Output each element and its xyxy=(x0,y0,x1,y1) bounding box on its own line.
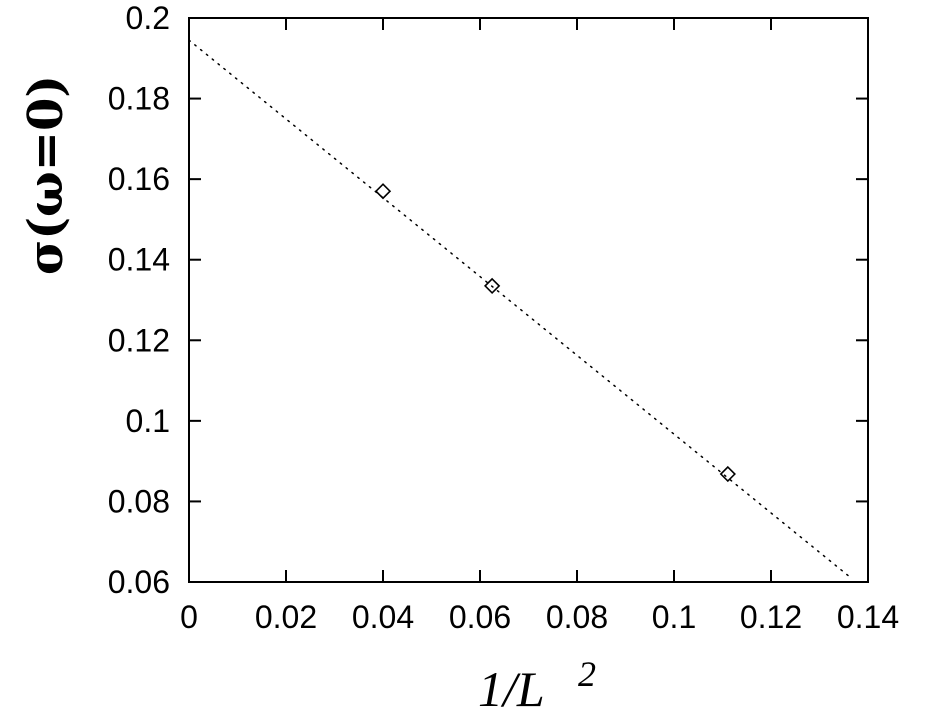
y-tick-label: 0.12 xyxy=(108,322,170,358)
y-tick-label: 0.08 xyxy=(108,483,170,519)
fit-line xyxy=(188,39,850,577)
x-tick-label: 0.02 xyxy=(255,599,317,635)
x-tick-label: 0.12 xyxy=(740,599,802,635)
x-tick-label: 0.1 xyxy=(652,599,696,635)
y-tick-label: 0.06 xyxy=(108,564,170,600)
data-points-layer xyxy=(374,183,736,483)
fit-line-layer xyxy=(188,39,850,577)
x-axis-label: 1/L xyxy=(478,661,545,717)
data-point xyxy=(374,183,392,200)
x-tick-label: 0.08 xyxy=(546,599,608,635)
x-tick-label: 0.04 xyxy=(352,599,414,635)
x-axis: 0 0.02 0.04 0.06 0.08 0.1 0.12 0.14 xyxy=(180,18,899,635)
x-axis-label-text: 1/L xyxy=(478,661,545,717)
y-tick-label: 0.18 xyxy=(108,81,170,117)
y-tick-label: 0.14 xyxy=(108,242,170,278)
plot-border xyxy=(188,17,869,583)
y-tick-label: 0.1 xyxy=(126,403,170,439)
y-tick-label: 0.16 xyxy=(108,161,170,197)
y-tick-label: 0.2 xyxy=(126,0,170,36)
x-axis-label-superscript: 2 xyxy=(578,654,596,694)
x-tick-label: 0.06 xyxy=(449,599,511,635)
plot-area xyxy=(188,17,869,583)
x-tick-label: 0.14 xyxy=(837,599,899,635)
data-point xyxy=(719,465,736,483)
x-tick-label: 0 xyxy=(180,599,198,635)
data-point xyxy=(483,277,501,295)
y-axis-label: σ(ω=0) xyxy=(18,75,74,275)
y-axis: 0.06 0.08 0.1 0.12 0.14 0.16 0.18 0.2 xyxy=(108,0,868,600)
